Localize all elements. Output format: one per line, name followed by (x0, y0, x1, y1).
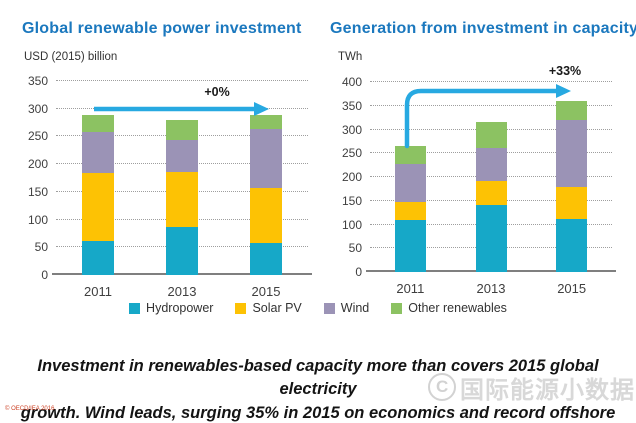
legend-label: Other renewables (408, 301, 507, 315)
legend-item: Solar PV (235, 301, 302, 315)
stacked-bar-2013 (475, 82, 507, 272)
caption-line-2: growth. Wind leads, surging 35% in 2015 … (20, 403, 616, 422)
bar-segment-other-renewables (394, 146, 426, 165)
bar-segment-other-renewables (475, 122, 507, 148)
x-axis-tick-label: 2013 (476, 281, 506, 296)
bar-segment-wind (82, 132, 114, 174)
y-axis-tick-label: 50 (348, 241, 362, 256)
bar-segment-wind (556, 120, 588, 187)
y-axis-tick-label: 150 (27, 184, 48, 199)
right-growth-arrow (404, 84, 571, 149)
left-growth-arrow (94, 102, 269, 116)
bar-segment-hydropower (556, 218, 588, 272)
x-axis-tick-label: 2015 (557, 281, 587, 296)
right-chart-plot-area: 0 50 100 150 200 250 300 350 400 2011 2013 2015 (342, 75, 616, 296)
y-axis-tick-label: 0 (355, 265, 362, 279)
legend-item: Other renewables (391, 301, 507, 315)
bar-segment-other-renewables (250, 115, 282, 130)
bar-segment-wind (166, 140, 198, 173)
legend-swatch-icon (391, 302, 403, 314)
legend-item: Wind (323, 301, 370, 315)
y-axis-tick-label: 350 (341, 98, 362, 113)
stacked-bar-2015 (556, 82, 588, 272)
legend-label: Hydropower (146, 301, 214, 315)
gridline (370, 81, 612, 82)
x-axis-tick-label: 2011 (396, 281, 425, 296)
bar-segment-hydropower (166, 227, 198, 275)
bar-segment-hydropower (82, 241, 114, 275)
bar-segment-wind (475, 147, 507, 181)
y-axis-tick-label: 50 (34, 240, 48, 255)
right-chart-title: Generation from investment in capacity (330, 20, 636, 37)
left-chart-unit-label: USD (2015) billion (24, 51, 118, 63)
left-chart-plot-area: 0 50 100 150 200 250 300 350 2011 2013 2015 (28, 74, 312, 299)
bar-segment-other-renewables (166, 120, 198, 141)
y-axis-tick-label: 200 (341, 170, 362, 184)
y-axis-tick-label: 100 (27, 212, 48, 227)
stacked-bar-2011 (394, 82, 426, 272)
y-axis-tick-label: 100 (341, 217, 362, 232)
legend-label: Wind (340, 301, 370, 315)
legend-swatch-icon (235, 302, 247, 314)
left-growth-annotation: +0% (204, 85, 230, 99)
right-chart-unit-label: TWh (338, 51, 363, 63)
stacked-bar-2013 (166, 81, 198, 275)
legend-item: Hydropower (129, 301, 213, 315)
bar-segment-wind (250, 129, 282, 188)
bar-segment-other-renewables (82, 115, 114, 132)
y-axis-tick-label: 400 (341, 75, 362, 89)
bar-segment-solar-pv (250, 188, 282, 243)
caption-line-1: Investment in renewables-based capacity … (37, 357, 599, 399)
left-chart-title: Global renewable power investment (22, 20, 302, 37)
right-growth-annotation: +33% (548, 64, 582, 78)
y-axis-tick-label: 200 (27, 157, 48, 172)
bar-segment-hydropower (475, 205, 507, 272)
legend: Hydropower Solar PV Wind Other renewables (0, 301, 636, 315)
x-axis-tick-label: 2013 (167, 284, 197, 299)
bar-segment-hydropower (394, 219, 426, 272)
stacked-bar-2011 (82, 81, 114, 275)
stacked-bar-2015 (250, 81, 282, 275)
x-axis-tick-label: 2011 (84, 284, 112, 299)
bar-segment-solar-pv (394, 202, 426, 220)
legend-swatch-icon (323, 302, 335, 314)
caption: Investment in renewables-based capacity … (8, 355, 628, 423)
legend-swatch-icon (129, 302, 141, 314)
copyright-note: © OECD/IEA 2016 (5, 406, 55, 412)
bar-segment-solar-pv (82, 173, 114, 242)
legend-label: Solar PV (252, 301, 302, 315)
y-axis-tick-label: 250 (341, 146, 362, 161)
bar-segment-solar-pv (475, 180, 507, 206)
y-axis-tick-label: 300 (341, 122, 362, 137)
y-axis-tick-label: 150 (341, 193, 362, 208)
x-axis-tick-label: 2015 (251, 284, 281, 299)
bar-segment-other-renewables (556, 101, 588, 120)
bar-segment-solar-pv (556, 186, 588, 219)
bar-segment-hydropower (250, 242, 282, 275)
gridline (370, 104, 612, 106)
y-axis-tick-label: 300 (27, 101, 48, 116)
gridline (56, 80, 308, 81)
y-axis-tick-label: 350 (27, 74, 48, 88)
y-axis-tick-label: 0 (41, 268, 48, 282)
bar-segment-solar-pv (166, 172, 198, 228)
y-axis-tick-label: 250 (27, 129, 48, 144)
bar-segment-wind (394, 164, 426, 203)
